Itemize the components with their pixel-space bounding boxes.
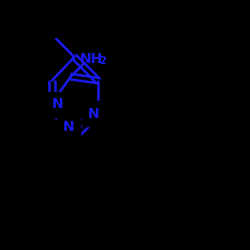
- Text: N: N: [52, 97, 64, 111]
- Text: N: N: [88, 107, 99, 121]
- Text: 2: 2: [100, 56, 106, 66]
- Text: N: N: [62, 120, 74, 134]
- Text: NH: NH: [80, 52, 103, 66]
